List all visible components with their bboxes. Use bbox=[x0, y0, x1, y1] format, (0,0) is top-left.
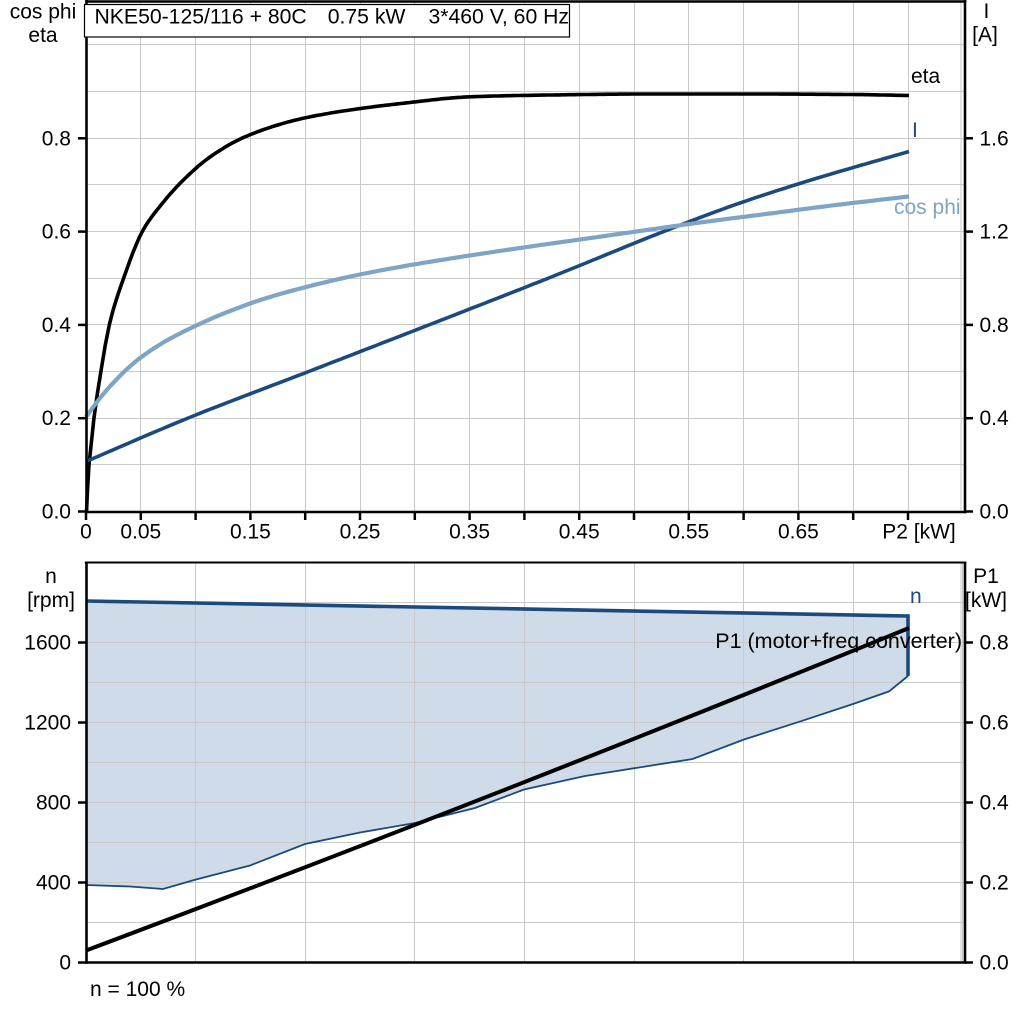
svg-text:n: n bbox=[45, 565, 57, 588]
svg-text:0.8: 0.8 bbox=[980, 314, 1009, 337]
svg-text:eta: eta bbox=[911, 65, 941, 88]
svg-text:1.2: 1.2 bbox=[980, 221, 1009, 244]
svg-text:0.8: 0.8 bbox=[980, 632, 1009, 655]
svg-text:0.8: 0.8 bbox=[42, 127, 71, 150]
svg-text:P1 (motor+freq.converter): P1 (motor+freq.converter) bbox=[715, 629, 962, 653]
svg-text:0: 0 bbox=[80, 521, 92, 544]
svg-text:P2 [kW]: P2 [kW] bbox=[882, 521, 956, 544]
svg-text:1200: 1200 bbox=[24, 712, 71, 735]
svg-text:I: I bbox=[983, 0, 989, 23]
svg-text:0.4: 0.4 bbox=[980, 792, 1010, 815]
svg-text:0.0: 0.0 bbox=[42, 501, 71, 524]
svg-text:[rpm]: [rpm] bbox=[27, 589, 75, 612]
svg-text:1.6: 1.6 bbox=[980, 127, 1009, 150]
svg-text:0.45: 0.45 bbox=[559, 521, 600, 544]
svg-text:eta: eta bbox=[28, 24, 58, 47]
svg-text:400: 400 bbox=[36, 872, 71, 895]
svg-text:0.05: 0.05 bbox=[120, 521, 161, 544]
svg-text:[kW]: [kW] bbox=[965, 589, 1007, 612]
svg-text:0.4: 0.4 bbox=[980, 407, 1010, 430]
svg-text:0.65: 0.65 bbox=[778, 521, 819, 544]
svg-text:0.55: 0.55 bbox=[668, 521, 709, 544]
svg-text:I: I bbox=[912, 119, 918, 142]
svg-text:0.0: 0.0 bbox=[980, 952, 1009, 975]
svg-text:0.35: 0.35 bbox=[449, 521, 490, 544]
svg-text:0.6: 0.6 bbox=[980, 712, 1009, 735]
svg-text:P1: P1 bbox=[973, 565, 999, 588]
svg-text:n: n bbox=[910, 585, 922, 608]
svg-text:cos phi: cos phi bbox=[10, 1, 77, 24]
svg-text:0.25: 0.25 bbox=[340, 521, 381, 544]
svg-text:0.15: 0.15 bbox=[230, 521, 271, 544]
svg-text:800: 800 bbox=[36, 792, 71, 815]
svg-text:0: 0 bbox=[59, 952, 71, 975]
svg-text:0.6: 0.6 bbox=[42, 221, 71, 244]
svg-text:0.2: 0.2 bbox=[42, 407, 71, 430]
svg-text:0.0: 0.0 bbox=[980, 501, 1009, 524]
svg-text:0.2: 0.2 bbox=[980, 872, 1009, 895]
svg-text:0.4: 0.4 bbox=[42, 314, 72, 337]
svg-text:cos phi: cos phi bbox=[894, 196, 961, 219]
svg-text:[A]: [A] bbox=[972, 23, 998, 46]
svg-text:1600: 1600 bbox=[24, 632, 71, 655]
svg-text:n = 100 %: n = 100 % bbox=[90, 978, 185, 1001]
